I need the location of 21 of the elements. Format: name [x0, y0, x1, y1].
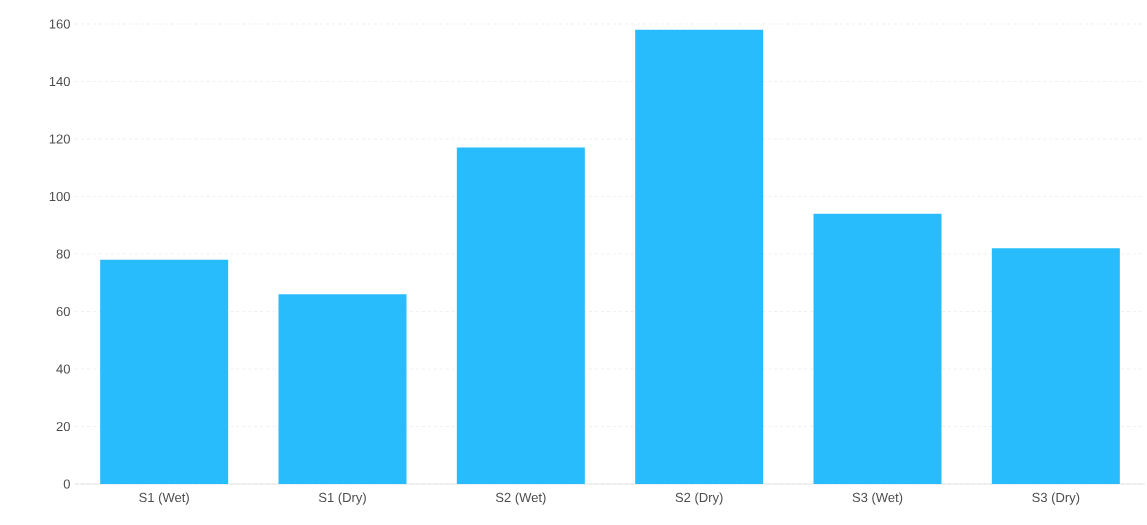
y-tick-label: 40: [56, 364, 70, 374]
y-tick-label: 160: [49, 19, 70, 29]
x-tick-label: S3 (Dry): [1032, 492, 1080, 505]
y-tick-label: 60: [56, 306, 70, 317]
y-tick-label: 140: [49, 76, 70, 87]
x-tick-label: S1 (Dry): [318, 492, 366, 505]
y-tick-label: 100: [49, 191, 70, 202]
bar: [456, 147, 585, 484]
bar: [278, 294, 407, 484]
bar: [991, 248, 1120, 484]
x-tick-label: S2 (Wet): [495, 492, 546, 505]
x-tick-label: S3 (Wet): [852, 492, 903, 505]
x-tick-label: S1 (Wet): [139, 492, 189, 505]
bar: [635, 29, 764, 484]
x-tick-label: S2 (Dry): [675, 492, 723, 505]
y-tick-label: 120: [49, 134, 70, 144]
y-tick-label: 0: [63, 479, 70, 489]
bar: [813, 213, 942, 484]
bar: [100, 259, 229, 484]
y-tick-label: 20: [56, 421, 70, 432]
y-tick-label: 80: [56, 249, 70, 259]
